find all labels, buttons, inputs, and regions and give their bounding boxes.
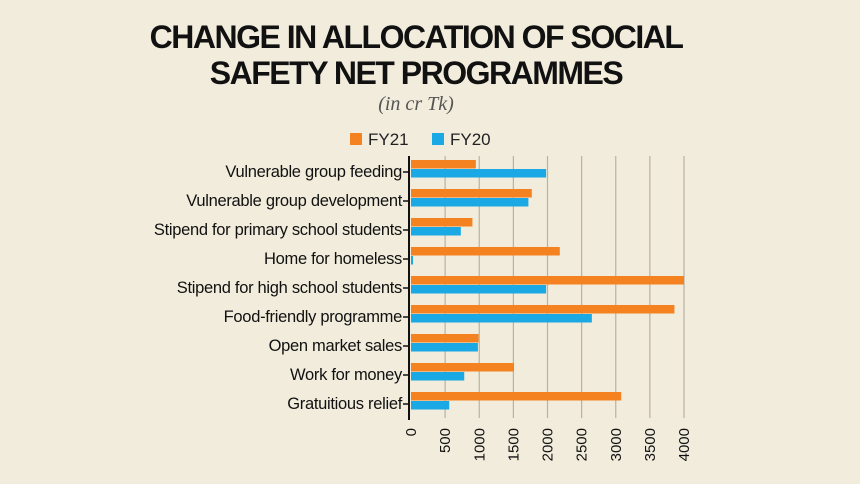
x-tick-label: 2000 bbox=[540, 428, 557, 461]
bar-fy21 bbox=[411, 247, 560, 256]
bar-fy20 bbox=[411, 256, 414, 265]
category-label: Work for money bbox=[290, 366, 403, 384]
bar-fy20 bbox=[411, 343, 478, 352]
bar-fy21 bbox=[411, 160, 476, 169]
bar-fy21 bbox=[411, 189, 532, 198]
legend-swatch-fy20 bbox=[432, 133, 444, 145]
legend: FY21 FY20 bbox=[350, 130, 491, 149]
bar-fy20 bbox=[411, 169, 547, 178]
bars bbox=[411, 160, 684, 410]
legend-swatch-fy21 bbox=[350, 133, 362, 145]
category-label: Stipend for high school students bbox=[177, 279, 402, 297]
bar-fy21 bbox=[411, 334, 479, 343]
category-label: Vulnerable group development bbox=[186, 192, 402, 210]
bar-fy21 bbox=[411, 392, 622, 401]
x-tick-label: 3000 bbox=[608, 428, 625, 461]
x-tick-label: 0 bbox=[403, 428, 420, 436]
category-label: Gratuitious relief bbox=[287, 395, 402, 413]
bar-fy21 bbox=[411, 363, 515, 372]
bar-fy20 bbox=[411, 198, 529, 207]
legend-label-fy21: FY21 bbox=[368, 130, 409, 149]
bar-fy20 bbox=[411, 285, 547, 294]
bar-fy20 bbox=[411, 227, 461, 236]
category-labels: Vulnerable group feeding Vulnerable group… bbox=[154, 163, 409, 413]
x-tick-label: 500 bbox=[437, 428, 454, 453]
chart-title-line-1: CHANGE IN ALLOCATION OF SOCIAL bbox=[150, 19, 684, 55]
x-axis-ticks: 0 500 1000 1500 2000 2500 3000 3500 4000 bbox=[403, 428, 693, 461]
x-tick-label: 2500 bbox=[574, 428, 591, 461]
category-label: Home for homeless bbox=[264, 250, 402, 268]
chart-title-line-2: SAFETY NET PROGRAMMES bbox=[210, 55, 624, 91]
bar-fy21 bbox=[411, 276, 684, 285]
bar-fy21 bbox=[411, 218, 473, 227]
bar-fy20 bbox=[411, 401, 450, 410]
x-tick-label: 1000 bbox=[471, 428, 488, 461]
chart-subtitle: (in cr Tk) bbox=[378, 93, 454, 115]
bar-fy20 bbox=[411, 372, 465, 381]
category-label: Stipend for primary school students bbox=[154, 221, 402, 239]
bar-fy21 bbox=[411, 305, 675, 314]
bar-fy20 bbox=[411, 314, 592, 323]
legend-label-fy20: FY20 bbox=[450, 130, 491, 149]
category-label: Food-friendly programme bbox=[224, 308, 402, 326]
category-label: Open market sales bbox=[269, 337, 402, 355]
category-label: Vulnerable group feeding bbox=[225, 163, 402, 181]
x-tick-label: 1500 bbox=[505, 428, 522, 461]
x-tick-label: 3500 bbox=[642, 428, 659, 461]
x-tick-label: 4000 bbox=[676, 428, 693, 461]
